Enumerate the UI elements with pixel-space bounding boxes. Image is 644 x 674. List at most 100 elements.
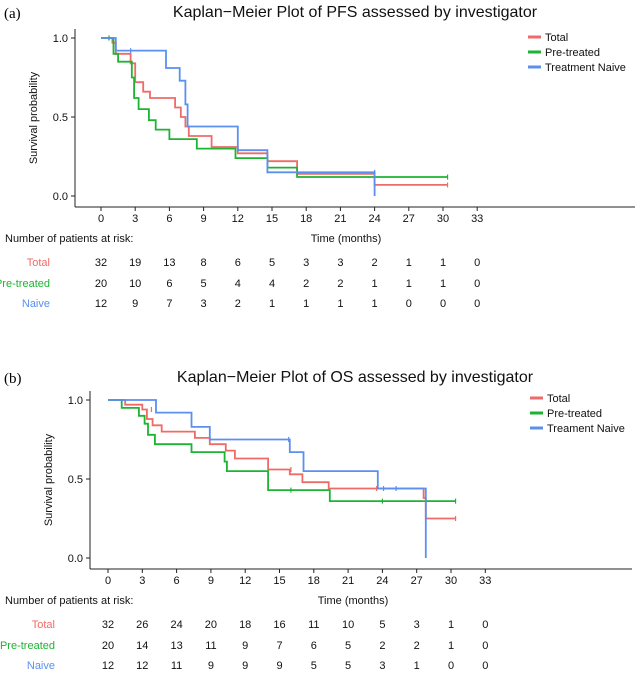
x-tick-label: 24: [376, 575, 388, 587]
x-tick-label: 21: [334, 213, 346, 225]
x-tick-label: 27: [403, 213, 415, 225]
x-tick-label: 30: [445, 575, 457, 587]
x-tick-label: 24: [368, 213, 380, 225]
risk-count: 6: [311, 640, 317, 652]
risk-count: 12: [136, 660, 148, 672]
risk-count: 5: [269, 257, 275, 269]
risk-count: 2: [303, 278, 309, 290]
risk-count: 9: [242, 640, 248, 652]
risk-count: 0: [482, 619, 488, 631]
risk-count: 0: [474, 257, 480, 269]
x-tick-label: 9: [208, 575, 214, 587]
x-tick-label: 18: [308, 575, 320, 587]
x-tick-label: 18: [300, 213, 312, 225]
legend-label-total: Total: [545, 32, 568, 44]
km-curve-pretreated: [108, 399, 456, 502]
risk-count: 11: [308, 619, 319, 631]
risk-count: 7: [166, 298, 172, 310]
risk-row-label-pretreated: Pre-treated: [0, 278, 50, 290]
y-tick-label: 1.0: [68, 395, 83, 407]
x-tick-label: 0: [105, 575, 111, 587]
risk-count: 9: [208, 660, 214, 672]
risk-count: 2: [414, 640, 420, 652]
risk-count: 9: [276, 660, 282, 672]
x-tick-label: 15: [266, 213, 278, 225]
risk-count: 0: [482, 660, 488, 672]
risk-count: 5: [379, 619, 385, 631]
panel-os: (b) Kaplan−Meier Plot of OS assessed by i…: [0, 369, 632, 672]
risk-count: 1: [440, 257, 446, 269]
risk-count: 12: [95, 298, 107, 310]
risk-count: 3: [379, 660, 385, 672]
risk-count: 24: [170, 619, 182, 631]
x-tick-label: 33: [479, 575, 491, 587]
km-curve-naive: [108, 399, 427, 558]
risk-row-label-total: Total: [32, 619, 55, 631]
risk-count: 20: [95, 278, 107, 290]
x-tick-label: 6: [174, 575, 180, 587]
y-tick-label: 0.0: [68, 553, 83, 565]
risk-count: 12: [102, 660, 114, 672]
panel-pfs: (a) Kaplan−Meier Plot of PFS assessed by …: [0, 4, 635, 310]
panel-label: (a): [4, 6, 21, 22]
risk-count: 1: [448, 619, 454, 631]
risk-count: 9: [242, 660, 248, 672]
x-tick-label: 33: [471, 213, 483, 225]
risk-count: 14: [136, 640, 148, 652]
x-tick-label: 30: [437, 213, 449, 225]
risk-count: 2: [235, 298, 241, 310]
risk-count: 20: [102, 640, 114, 652]
risk-count: 1: [448, 640, 454, 652]
x-tick-label: 15: [273, 575, 285, 587]
risk-count: 4: [235, 278, 241, 290]
y-axis-label: Survival probability: [43, 433, 55, 526]
y-axis-label: Survival probability: [28, 71, 40, 164]
x-tick-label: 0: [98, 213, 104, 225]
risk-count: 2: [372, 257, 378, 269]
risk-count: 6: [166, 278, 172, 290]
risk-count: 3: [337, 257, 343, 269]
risk-row-label-total: Total: [27, 257, 50, 269]
risk-count: 1: [406, 278, 412, 290]
km-curve-total: [101, 37, 448, 186]
panel-label: (b): [4, 371, 22, 387]
x-tick-label: 9: [201, 213, 207, 225]
y-tick-label: 0.5: [53, 112, 68, 124]
risk-count: 0: [474, 278, 480, 290]
risk-count: 0: [448, 660, 454, 672]
risk-count: 5: [345, 660, 351, 672]
risk-count: 7: [276, 640, 282, 652]
risk-count: 32: [102, 619, 114, 631]
risk-count: 1: [372, 298, 378, 310]
x-tick-label: 6: [166, 213, 172, 225]
risk-count: 5: [201, 278, 207, 290]
risk-count: 3: [303, 257, 309, 269]
risk-count: 10: [129, 278, 141, 290]
risk-row-label-naive: Naive: [22, 298, 50, 310]
risk-count: 1: [337, 298, 343, 310]
risk-count: 0: [482, 640, 488, 652]
x-tick-label: 12: [239, 575, 251, 587]
km-curve-naive: [101, 37, 376, 196]
y-tick-label: 1.0: [53, 33, 68, 45]
risk-count: 2: [379, 640, 385, 652]
risk-count: 2: [337, 278, 343, 290]
x-tick-label: 21: [342, 575, 354, 587]
x-tick-label: 27: [411, 575, 423, 587]
x-tick-label: 12: [232, 213, 244, 225]
chart-title: Kaplan−Meier Plot of PFS assessed by inv…: [173, 4, 538, 21]
risk-count: 5: [311, 660, 317, 672]
risk-count: 0: [474, 298, 480, 310]
x-tick-label: 3: [139, 575, 145, 587]
risk-count: 19: [129, 257, 141, 269]
risk-count: 11: [171, 660, 182, 672]
risk-count: 1: [372, 278, 378, 290]
chart-title: Kaplan−Meier Plot of OS assessed by inve…: [177, 369, 534, 386]
risk-count: 1: [440, 278, 446, 290]
risk-count: 26: [136, 619, 148, 631]
risk-count: 6: [235, 257, 241, 269]
legend-label-naive: Treament Naive: [547, 423, 625, 435]
risk-count: 1: [269, 298, 275, 310]
km-curve-total: [108, 399, 456, 520]
